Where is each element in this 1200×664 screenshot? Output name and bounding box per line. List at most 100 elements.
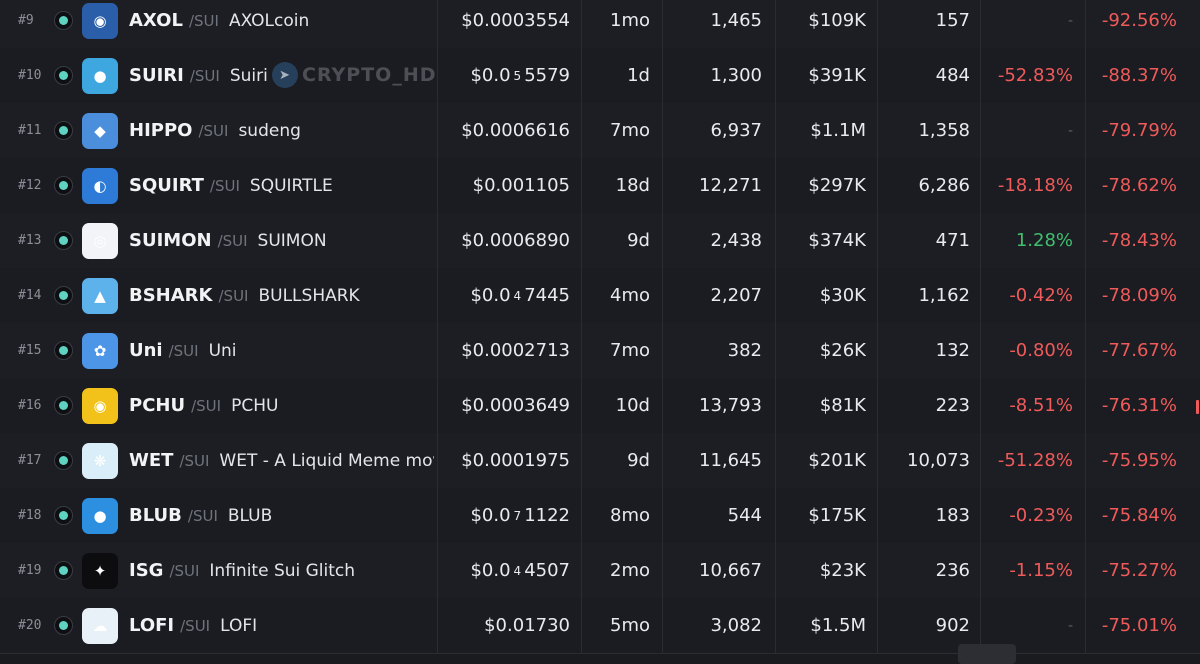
token-logo-cell[interactable]: ● [82,488,118,543]
price-change-long: -75.01% [1101,615,1177,636]
column-divider [775,323,776,378]
column-divider [581,213,582,268]
token-name-cell[interactable]: LOFI/SUI LOFI [129,598,434,653]
price-value: $0.001105 [472,175,570,196]
token-logo-cell[interactable]: ✦ [82,543,118,598]
token-chain-label: /SUI [188,11,219,30]
token-symbol: SUIMON [129,230,212,251]
column-divider [662,213,663,268]
makers-count: 132 [935,340,970,361]
token-name-cell[interactable]: ISG/SUI Infinite Sui Glitch [129,543,434,598]
rank-label: #17 [18,453,42,468]
table-row[interactable]: #18 ● BLUB/SUI BLUB $0.0 7 1122 8mo 544 $175K 183 -… [0,488,1200,544]
column-divider [437,598,438,653]
price-digits: 4507 [524,560,570,581]
table-row[interactable]: #10 ● SUIRI/SUI Suiri $0.0 5 5579 1d 1,300 $391K 4… [0,48,1200,104]
price-change-short: -0.80% [1009,340,1073,361]
token-chain-label: /SUI [198,121,229,140]
price-lead: $0.0 [470,65,511,86]
token-logo-cell[interactable]: ◉ [82,0,118,48]
logo-glyph: ✦ [93,561,107,580]
sui-chain-icon [53,616,73,635]
table-row[interactable]: #16 ◉ PCHU/SUI PCHU $0.0003649 10d 13,793 $81K 2… [0,378,1200,434]
table-row[interactable]: #15 ✿ Uni/SUI Uni $0.0002713 7mo 382 $26K 132 -0.… [0,323,1200,379]
token-name-cell[interactable]: AXOL/SUI AXOLcoin [129,0,434,48]
volume-value: $1.1M [810,120,866,141]
price-cell: $0.01730 [438,598,570,653]
token-name-cell[interactable]: PCHU/SUI PCHU [129,378,434,433]
chain-cell [53,0,73,48]
table-row[interactable]: #19 ✦ ISG/SUI Infinite Sui Glitch $0.0 4 4507 2… [0,543,1200,599]
makers-count: 902 [935,615,970,636]
pair-age: 9d [627,230,650,251]
token-name-cell[interactable]: SUIMON/SUI SUIMON [129,213,434,268]
price-cell: $0.0 4 7445 [438,268,570,323]
token-logo-cell[interactable]: ▲ [82,268,118,323]
sui-chain-icon [53,11,73,30]
sui-chain-icon [53,506,73,525]
logo-glyph: ◐ [93,176,107,195]
table-row[interactable]: #13 ◎ SUIMON/SUI SUIMON $0.0006890 9d 2,438 $37… [0,213,1200,269]
price-digits: 1122 [524,505,570,526]
makers-count: 6,286 [918,175,970,196]
token-logo-cell[interactable]: ✿ [82,323,118,378]
token-symbol: SQUIRT [129,175,204,196]
token-full-name: SQUIRTLE [249,175,333,196]
token-symbol: LOFI [129,615,175,636]
price-value: $0.0001975 [461,450,570,471]
token-chain-label: /SUI [189,66,220,85]
column-divider [775,158,776,213]
token-chain-label: /SUI [180,616,211,635]
logo-glyph: ❋ [93,451,107,470]
pair-age: 1d [627,65,650,86]
token-full-name: Suiri [229,65,268,86]
column-divider [980,48,981,103]
column-divider [980,213,981,268]
price-change-short: 1.28% [1015,230,1073,251]
column-divider [1085,543,1086,598]
table-row[interactable]: #9 ◉ AXOL/SUI AXOLcoin $0.0003554 1mo 1,465 $10… [0,0,1200,49]
price-change-short: -1.15% [1009,560,1073,581]
token-name-cell[interactable]: SQUIRT/SUI SQUIRTLE [129,158,434,213]
token-name-cell[interactable]: SUIRI/SUI Suiri [129,48,434,103]
column-divider [877,48,878,103]
column-divider [1085,48,1086,103]
makers-count: 223 [935,395,970,416]
column-divider [437,48,438,103]
token-full-name: SUIMON [257,230,327,251]
token-logo-cell[interactable]: ● [82,48,118,103]
sui-chain-icon [53,231,73,250]
token-logo-cell[interactable]: ❋ [82,433,118,488]
token-logo-cell[interactable]: ◎ [82,213,118,268]
logo-glyph: ◉ [93,396,107,415]
token-name-cell[interactable]: HIPPO/SUI sudeng [129,103,434,158]
token-logo-cell[interactable]: ◐ [82,158,118,213]
token-logo-cell[interactable]: ☁ [82,598,118,653]
token-name-cell[interactable]: Uni/SUI Uni [129,323,434,378]
token-full-name: BLUB [227,505,273,526]
token-logo-cell[interactable]: ◉ [82,378,118,433]
token-name-cell[interactable]: BSHARK/SUI BULLSHARK [129,268,434,323]
rank-label: #16 [18,398,42,413]
column-divider [775,488,776,543]
price-change-short: -18.18% [997,175,1073,196]
table-row[interactable]: #12 ◐ SQUIRT/SUI SQUIRTLE $0.001105 18d 12,271… [0,158,1200,214]
token-name-cell[interactable]: WET/SUI WET - A Liquid Meme mov [129,433,434,488]
makers-count: 1,162 [918,285,970,306]
table-row[interactable]: #17 ❋ WET/SUI WET - A Liquid Meme mov $0.000… [0,433,1200,489]
price-value: $0.0006616 [461,120,570,141]
column-divider [775,433,776,488]
logo-glyph: ● [93,66,107,85]
chain-cell [53,268,73,323]
price-change-long: -77.67% [1101,340,1177,361]
column-divider [581,543,582,598]
txns-count: 10,667 [699,560,762,581]
token-name-cell[interactable]: BLUB/SUI BLUB [129,488,434,543]
table-row[interactable]: #14 ▲ BSHARK/SUI BULLSHARK $0.0 4 7445 4mo 2,207… [0,268,1200,324]
token-logo-cell[interactable]: ◆ [82,103,118,158]
table-row[interactable]: #11 ◆ HIPPO/SUI sudeng $0.0006616 7mo 6,937 $1.… [0,103,1200,159]
column-divider [581,598,582,653]
column-divider [877,488,878,543]
table-row[interactable]: #20 ☁ LOFI/SUI LOFI $0.01730 5mo 3,082 $1.5M 902… [0,598,1200,654]
column-divider [581,103,582,158]
